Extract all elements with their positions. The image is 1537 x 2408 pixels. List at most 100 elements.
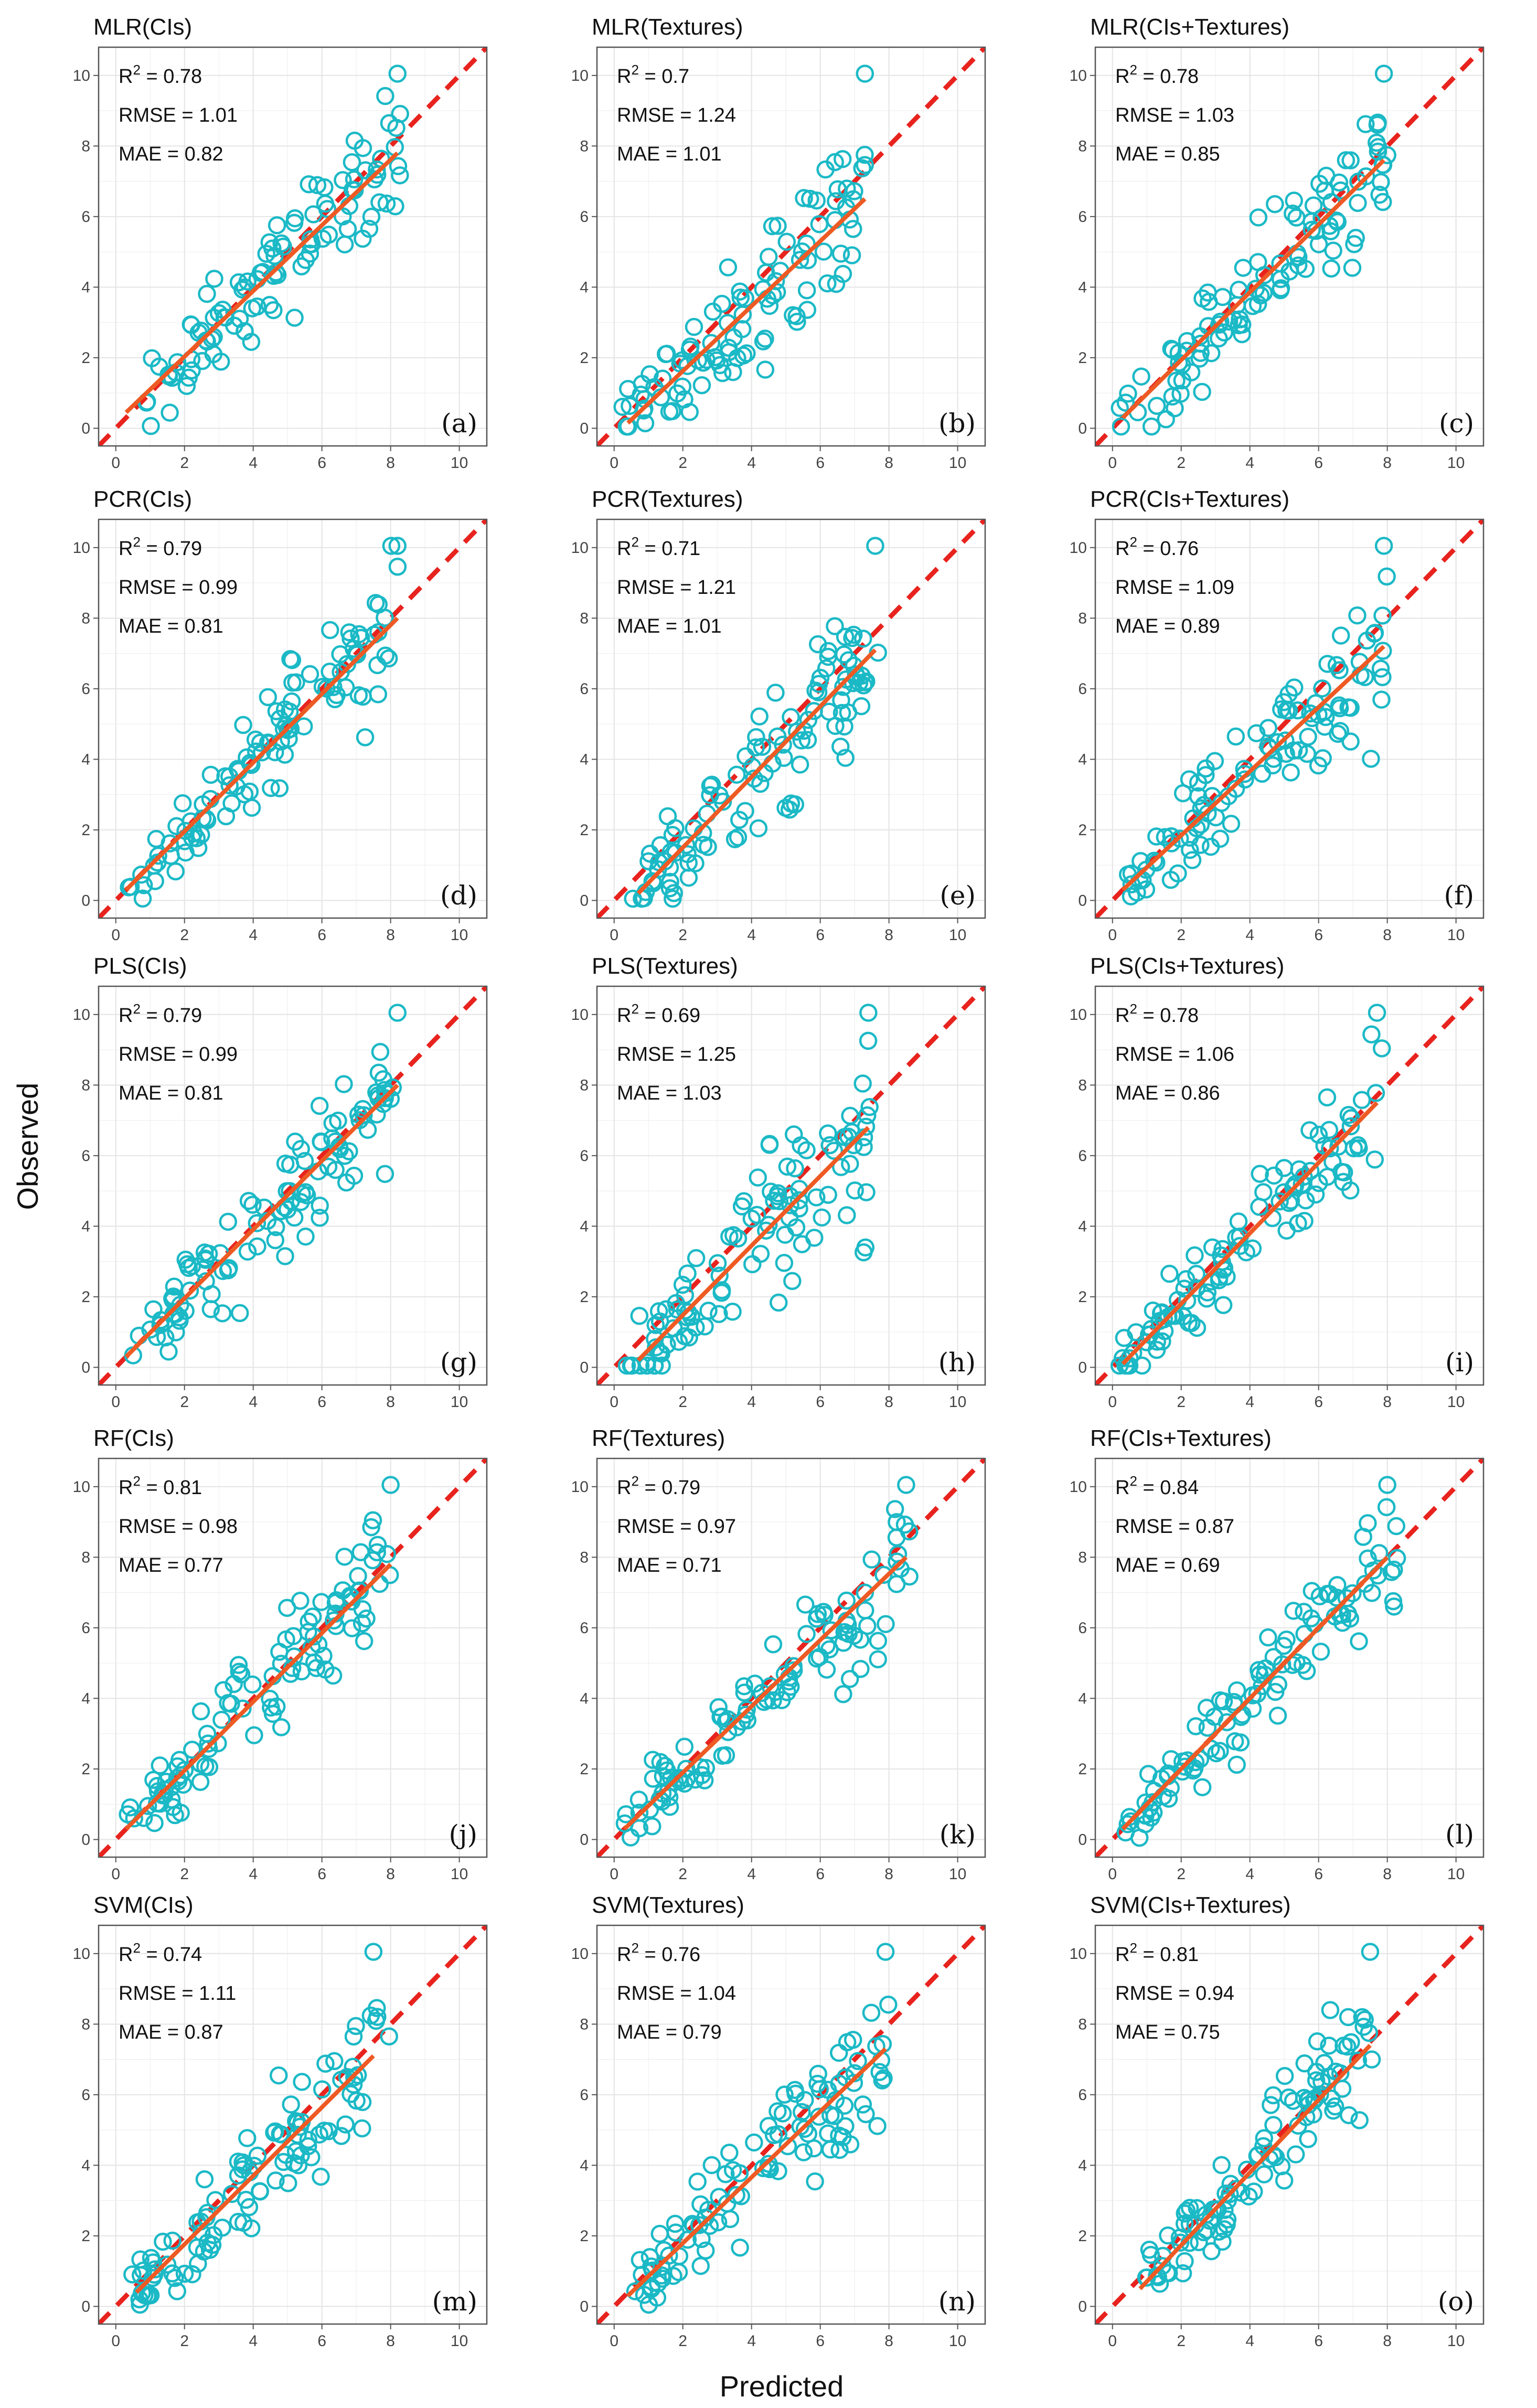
data-point — [1245, 2182, 1263, 2201]
data-point — [215, 308, 234, 326]
data-point — [315, 2122, 334, 2140]
y-tick-label: 4 — [580, 751, 589, 768]
data-point — [724, 328, 743, 347]
x-tick-label: 2 — [1177, 1393, 1186, 1411]
y-tick-label: 10 — [73, 539, 90, 557]
data-point — [1159, 2226, 1177, 2245]
data-point — [389, 157, 408, 175]
data-point — [854, 630, 872, 648]
data-point — [142, 417, 160, 435]
data-point — [736, 289, 755, 308]
data-point — [736, 802, 754, 821]
stat-mae-value: 0.82 — [185, 143, 223, 165]
stat-rmse-value: 1.24 — [697, 104, 736, 126]
data-point — [834, 678, 852, 696]
data-point — [316, 2054, 335, 2073]
data-point — [1197, 2221, 1216, 2240]
data-point — [166, 1806, 184, 1825]
x-tick-label: 6 — [1314, 1866, 1323, 1883]
x-tick-label: 4 — [249, 1393, 258, 1411]
data-point — [1262, 2096, 1280, 2114]
data-point — [712, 1281, 731, 1299]
stat-r2-prefix: R — [617, 66, 631, 88]
data-point — [1202, 344, 1221, 363]
fit-line — [623, 1555, 908, 1831]
stat-r2-eq: = — [141, 1944, 163, 1966]
data-point — [643, 1817, 661, 1836]
data-point — [808, 635, 827, 654]
plot-frame — [596, 1457, 986, 1858]
data-point — [369, 595, 388, 614]
data-point — [851, 1660, 870, 1678]
panel-letter: (b) — [938, 408, 976, 439]
data-point — [1304, 196, 1323, 215]
data-point — [797, 281, 816, 300]
data-point — [164, 1305, 183, 1323]
y-tick-label: 10 — [73, 1006, 90, 1024]
y-tick-label: 2 — [81, 2228, 90, 2245]
data-point — [325, 2052, 344, 2071]
data-point — [388, 558, 407, 576]
data-point — [867, 2037, 885, 2055]
data-point — [295, 1152, 314, 1170]
data-point — [166, 862, 185, 881]
data-point — [1274, 1637, 1293, 1655]
data-point — [262, 779, 280, 797]
data-point — [786, 1159, 804, 1178]
grid — [597, 1925, 985, 2324]
data-point — [1370, 1544, 1389, 1562]
data-point — [667, 1294, 685, 1313]
data-point — [174, 1775, 193, 1794]
data-point — [1344, 1139, 1363, 1158]
stat-r2-eq: = — [1137, 538, 1160, 560]
data-point — [236, 278, 254, 297]
stat-mae-value: 0.79 — [683, 2021, 722, 2043]
data-point — [874, 1565, 893, 1584]
stat-mae-value: 0.71 — [683, 1554, 722, 1576]
data-point — [1228, 1755, 1246, 1774]
y-tick-label: 2 — [81, 349, 90, 367]
x-tick-label: 2 — [180, 1393, 189, 1411]
x-tick-label: 8 — [884, 1866, 893, 1883]
x-tick-label: 2 — [1177, 926, 1186, 944]
data-point — [368, 1543, 386, 1562]
stat-rmse-label: RMSE = — [617, 104, 697, 126]
data-point — [125, 1809, 144, 1828]
y-tick-label: 0 — [1078, 1831, 1087, 1848]
x-tick-label: 4 — [747, 2332, 756, 2350]
data-point — [1343, 1584, 1362, 1603]
stat-rmse-label: RMSE = — [1115, 1516, 1196, 1538]
data-point — [285, 308, 304, 327]
data-point — [791, 755, 809, 774]
data-point — [1147, 827, 1166, 846]
data-point — [873, 2071, 892, 2090]
data-point — [688, 2172, 707, 2191]
data-point — [1368, 133, 1386, 152]
y-tick-label: 2 — [580, 822, 589, 839]
data-point — [792, 731, 811, 750]
y-tick-label: 4 — [580, 2157, 589, 2174]
panel-title: PCR(CIs+Textures) — [1090, 486, 1289, 512]
y-tick-label: 6 — [81, 680, 90, 698]
data-point — [173, 794, 192, 813]
data-point — [362, 1518, 380, 1537]
data-point — [709, 1698, 728, 1717]
y-tick-label: 4 — [1078, 1218, 1087, 1235]
y-tick-label: 4 — [81, 1218, 90, 1235]
data-point — [327, 686, 346, 705]
data-point — [264, 301, 283, 319]
data-point — [293, 2073, 311, 2091]
y-tick-label: 8 — [580, 2016, 589, 2033]
data-point — [835, 717, 853, 736]
data-point — [1224, 1692, 1243, 1711]
data-point — [1264, 756, 1282, 775]
data-point — [853, 1074, 872, 1093]
y-tick-label: 10 — [571, 1945, 589, 1963]
data-point — [145, 856, 163, 875]
data-point — [369, 685, 388, 704]
data-point — [817, 659, 836, 678]
data-point — [265, 2123, 283, 2142]
data-point — [1212, 2156, 1231, 2175]
fit-line — [626, 2047, 887, 2298]
data-point — [819, 2124, 837, 2143]
